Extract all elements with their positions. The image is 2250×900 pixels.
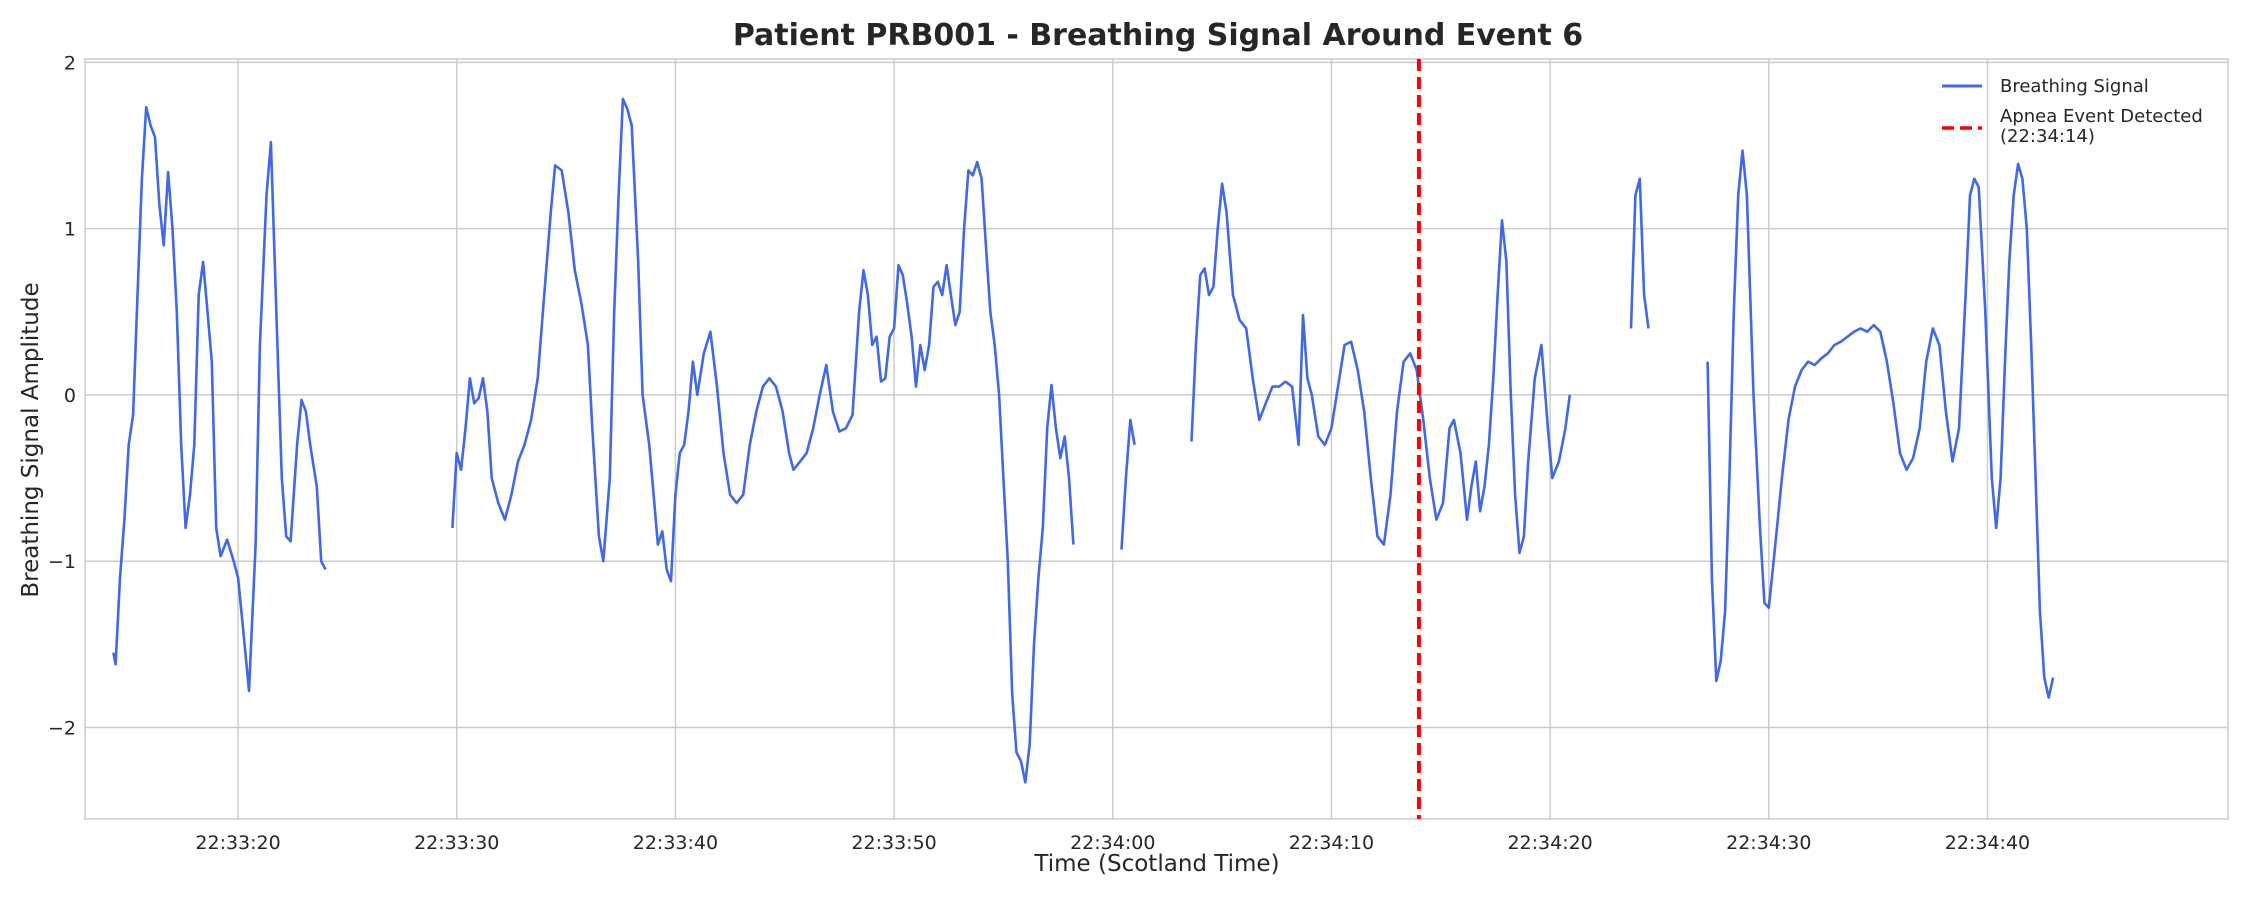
x-tick-label: 22:34:00 (1070, 832, 1155, 854)
x-tick-label: 22:34:40 (1945, 832, 2030, 854)
legend: Breathing Signal Apnea Event Detected (2… (1942, 76, 2209, 147)
y-tick-label: 1 (64, 219, 76, 241)
legend-event-label: Apnea Event Detected (22:34:14) (2000, 106, 2209, 147)
x-tick-label: 22:34:30 (1726, 832, 1811, 854)
y-tick-labels: −2 −1 0 1 2 (48, 52, 76, 739)
x-tick-label: 22:33:20 (195, 832, 280, 854)
breathing-signal-line (451, 97, 1075, 784)
y-tick-label: −1 (48, 551, 76, 573)
legend-event-line-2: (22:34:14) (2000, 126, 2095, 147)
plot-area (84, 58, 2229, 820)
x-axis-label: Time (Scotland Time) (1033, 851, 1279, 877)
x-tick-label: 22:33:40 (633, 832, 718, 854)
breathing-signal-line (1706, 149, 2055, 699)
x-tick-label: 22:34:10 (1289, 832, 1374, 854)
x-tick-labels: 22:33:20 22:33:30 22:33:40 22:33:50 22:34:00… (195, 832, 2030, 854)
x-tick-label: 22:34:20 (1507, 832, 1592, 854)
chart-title: Patient PRB001 - Breathing Signal Around… (733, 18, 1583, 53)
breathing-signal-line (1120, 418, 1136, 550)
legend-event-line-1: Apnea Event Detected (2000, 106, 2203, 127)
breathing-signal-line (1190, 182, 1572, 555)
legend-breathing-label: Breathing Signal (2000, 76, 2149, 97)
breathing-signal-line (1629, 177, 1650, 329)
grid-lines (85, 59, 2228, 819)
x-tick-label: 22:33:50 (851, 832, 936, 854)
y-tick-label: 0 (64, 385, 76, 407)
x-tick-label: 22:33:30 (414, 832, 499, 854)
y-tick-label: −2 (48, 718, 76, 740)
breathing-signal-line (112, 105, 327, 693)
y-axis-label: Breathing Signal Amplitude (18, 282, 44, 597)
y-tick-label: 2 (64, 52, 76, 74)
series-layer (112, 59, 2055, 819)
